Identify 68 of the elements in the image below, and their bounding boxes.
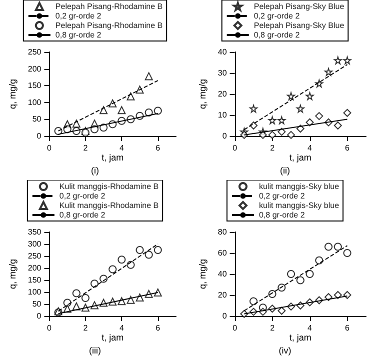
y-tick-label: 250 (28, 252, 42, 260)
legend-label: 0,2 gr-orde 2 (59, 192, 106, 200)
legend-label: 0,8 gr-orde 2 (254, 30, 300, 40)
y-tick-label: 40 (218, 48, 228, 56)
y-tick-label: 0 (222, 132, 228, 140)
text: (ii) (280, 166, 290, 176)
x-tick-label: 6 (345, 144, 350, 152)
legend-label: 0,8 gr-orde 2 (258, 210, 306, 220)
y-tick-label: 50 (32, 114, 42, 124)
x-tick-label: 6 (156, 324, 161, 332)
x-tick-label: 6 (156, 144, 161, 152)
y-tick-label: 30 (218, 68, 228, 78)
y-axis-title: q, mg/g (8, 258, 18, 290)
legend-label: kulit manggis-Sky blue (258, 201, 340, 210)
text: (i) (91, 166, 99, 176)
legend-label: 0,2 gr-orde 2 (55, 12, 102, 20)
y-tick-label: 350 (28, 228, 42, 236)
y-tick-label: 150 (28, 81, 42, 90)
x-tick-label: 2 (83, 324, 88, 332)
x-tick-label: 6 (345, 324, 350, 332)
x-axis-title: t, jam (289, 332, 312, 342)
x-tick-label: 4 (308, 144, 313, 152)
y-tick-label: 60 (218, 248, 228, 258)
x-tick-label: 4 (119, 324, 124, 332)
y-axis-title: q, mg/g (198, 258, 208, 290)
y-tick-label: 200 (28, 264, 42, 272)
text: (iii) (89, 346, 101, 356)
y-tick-label: 200 (28, 64, 42, 74)
y-tick-label: 20 (218, 290, 228, 300)
y-tick-label: 20 (218, 90, 228, 98)
y-tick-label: 40 (218, 270, 228, 278)
y-tick-label: 0 (36, 132, 42, 140)
legend-label: 0,8 gr-orde 2 (55, 30, 102, 40)
legend-label: Pelepah Pisang-Sky Blue (254, 2, 345, 11)
y-tick-label: 0 (222, 312, 228, 320)
x-axis-title: t, jam (289, 152, 312, 162)
legend-label: kulit manggis-Sky blue (258, 182, 340, 191)
legend-label: 0,2 gr-orde 2 (258, 192, 306, 200)
y-axis-title: q, mg/g (8, 78, 18, 110)
y-tick-label: 80 (218, 228, 228, 236)
legend-label: Pelepah Pisang-Rhodamine B (55, 2, 163, 11)
y-tick-label: 150 (28, 276, 42, 284)
x-tick-label: 0 (232, 144, 238, 152)
y-tick-label: 100 (28, 288, 42, 296)
legend-label: 0,8 gr-orde 2 (59, 210, 106, 220)
y-tick-label: 250 (28, 48, 42, 56)
text: (iv) (278, 346, 292, 356)
x-axis-title: t, jam (102, 332, 124, 342)
legend-label: Pelepah Pisang-Rhodamine B (55, 21, 163, 30)
x-axis-title: t, jam (102, 152, 124, 162)
x-tick-label: 2 (270, 144, 276, 152)
x-tick-label: 4 (119, 144, 124, 152)
y-tick-label: 0 (36, 312, 42, 320)
y-tick-label: 300 (28, 240, 42, 248)
x-tick-label: 0 (47, 324, 52, 332)
y-axis-title: q, mg/g (198, 78, 208, 110)
y-tick-label: 50 (32, 300, 42, 308)
legend-label: Pelepah Pisang-Sky Blue (254, 21, 345, 30)
x-tick-label: 0 (47, 144, 52, 152)
y-tick-label: 100 (28, 98, 42, 107)
legend-label: 0,2 gr-orde 2 (254, 12, 300, 20)
y-tick-label: 10 (218, 110, 228, 120)
legend-label: Kulit manggis-Rhodamine B (59, 201, 159, 210)
legend-label: Kulit manggis-Rhodamine B (59, 182, 159, 191)
x-tick-label: 2 (83, 144, 88, 152)
x-tick-label: 2 (270, 324, 276, 332)
x-tick-label: 0 (232, 324, 238, 332)
x-tick-label: 4 (308, 324, 313, 332)
